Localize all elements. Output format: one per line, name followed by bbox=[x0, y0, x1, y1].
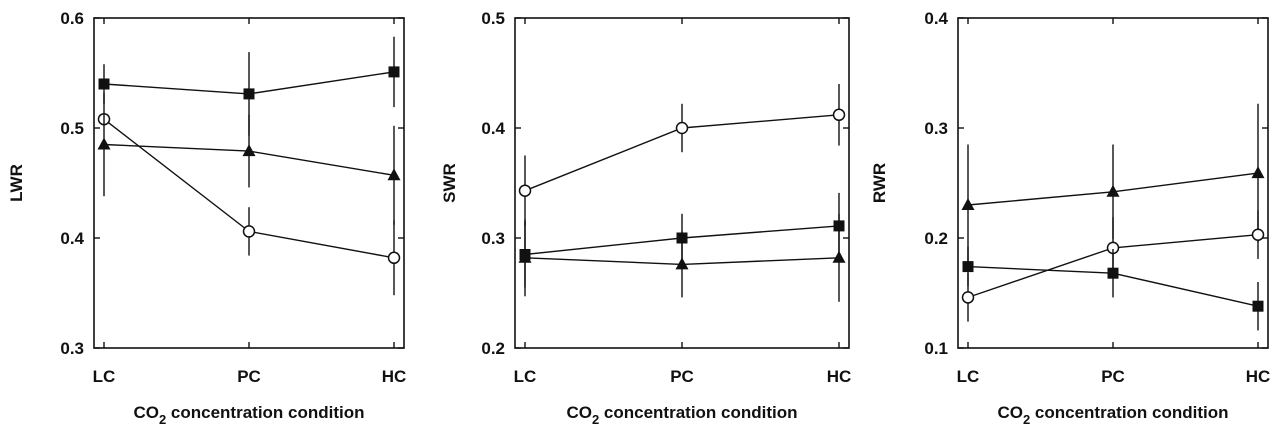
y-tick-label: 0.4 bbox=[924, 9, 948, 28]
data-point-triangle bbox=[97, 137, 111, 150]
data-point-triangle bbox=[1251, 166, 1265, 179]
plot-frame bbox=[514, 17, 850, 349]
x-tick-label: HC bbox=[1246, 367, 1271, 386]
x-tick-label: PC bbox=[670, 367, 694, 386]
y-tick-label: 0.3 bbox=[481, 229, 505, 248]
x-tick-label: PC bbox=[237, 367, 261, 386]
data-point-circle bbox=[1251, 228, 1265, 241]
data-point-square bbox=[1252, 300, 1264, 312]
y-tick-label: 0.4 bbox=[481, 119, 505, 138]
x-tick-label: LC bbox=[514, 367, 537, 386]
series-triangle bbox=[518, 213, 846, 302]
chart-panel-3: 0.1 0.2 0.3 0.4 LC PC HC RWR CO2 concentration c… bbox=[870, 9, 1270, 427]
x-axis-label: CO2 concentration condition bbox=[997, 403, 1228, 427]
data-point-circle bbox=[387, 251, 401, 265]
series-circle bbox=[518, 84, 846, 226]
y-tick-label: 0.6 bbox=[60, 9, 84, 28]
data-point-triangle bbox=[961, 198, 975, 210]
data-point-circle bbox=[832, 108, 846, 122]
data-point-triangle bbox=[675, 257, 689, 270]
y-tick-label: 0.2 bbox=[924, 229, 948, 248]
y-axis-label: RWR bbox=[870, 163, 889, 203]
data-point-square bbox=[962, 261, 974, 273]
y-tick-label: 0.5 bbox=[60, 119, 84, 138]
y-tick-label: 0.2 bbox=[481, 339, 505, 358]
series-triangle bbox=[97, 92, 401, 225]
y-axis-label: LWR bbox=[7, 164, 26, 202]
y-axis-label: SWR bbox=[440, 163, 459, 203]
chart-panel-1: 0.3 0.4 0.5 0.6 LC PC HC LWR CO2 concentration c… bbox=[7, 9, 406, 427]
data-point-square bbox=[1107, 267, 1119, 279]
x-tick-label: LC bbox=[93, 367, 116, 386]
series-square bbox=[98, 36, 400, 136]
x-axis-label: CO2 concentration condition bbox=[133, 403, 364, 427]
data-point-circle bbox=[518, 184, 532, 197]
data-point-triangle bbox=[832, 250, 846, 263]
x-tick-label: LC bbox=[957, 367, 980, 386]
data-point-circle bbox=[961, 291, 975, 304]
series-square bbox=[962, 246, 1264, 331]
data-point-square bbox=[388, 66, 400, 78]
x-tick-label: HC bbox=[382, 367, 407, 386]
data-point-triangle bbox=[242, 144, 256, 157]
y-tick-label: 0.3 bbox=[924, 119, 948, 138]
y-tick-label: 0.1 bbox=[924, 339, 948, 358]
data-point-triangle bbox=[518, 250, 532, 263]
x-tick-label: PC bbox=[1101, 367, 1125, 386]
chart-panel-2: 0.2 0.3 0.4 0.5 LC PC HC SWR CO2 concentration c… bbox=[440, 9, 851, 427]
data-point-circle bbox=[675, 121, 689, 135]
y-tick-label: 0.4 bbox=[60, 229, 84, 248]
x-axis-label: CO2 concentration condition bbox=[566, 403, 797, 427]
x-tick-label: HC bbox=[827, 367, 852, 386]
data-point-triangle bbox=[387, 168, 401, 181]
data-point-square bbox=[243, 88, 255, 100]
y-tick-label: 0.3 bbox=[60, 339, 84, 358]
data-point-triangle bbox=[1106, 184, 1120, 197]
y-tick-label: 0.5 bbox=[481, 9, 505, 28]
data-point-square bbox=[98, 78, 110, 90]
data-point-circle bbox=[242, 225, 256, 238]
series-circle bbox=[97, 112, 401, 296]
